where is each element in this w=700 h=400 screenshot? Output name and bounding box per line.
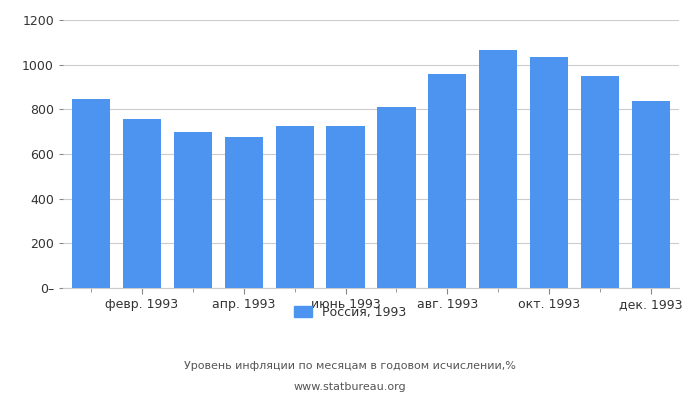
Text: Уровень инфляции по месяцам в годовом исчислении,%: Уровень инфляции по месяцам в годовом ис…: [184, 361, 516, 371]
Bar: [225, 137, 262, 288]
Bar: [276, 126, 314, 288]
Bar: [530, 57, 568, 288]
Bar: [326, 126, 365, 288]
Bar: [581, 76, 620, 288]
Bar: [480, 50, 517, 288]
Bar: [122, 119, 161, 288]
Legend: Россия, 1993: Россия, 1993: [288, 301, 412, 324]
Bar: [72, 99, 110, 288]
Bar: [632, 101, 670, 288]
Text: www.statbureau.org: www.statbureau.org: [294, 382, 406, 392]
Bar: [377, 107, 416, 288]
Bar: [428, 74, 466, 288]
Bar: [174, 132, 212, 288]
